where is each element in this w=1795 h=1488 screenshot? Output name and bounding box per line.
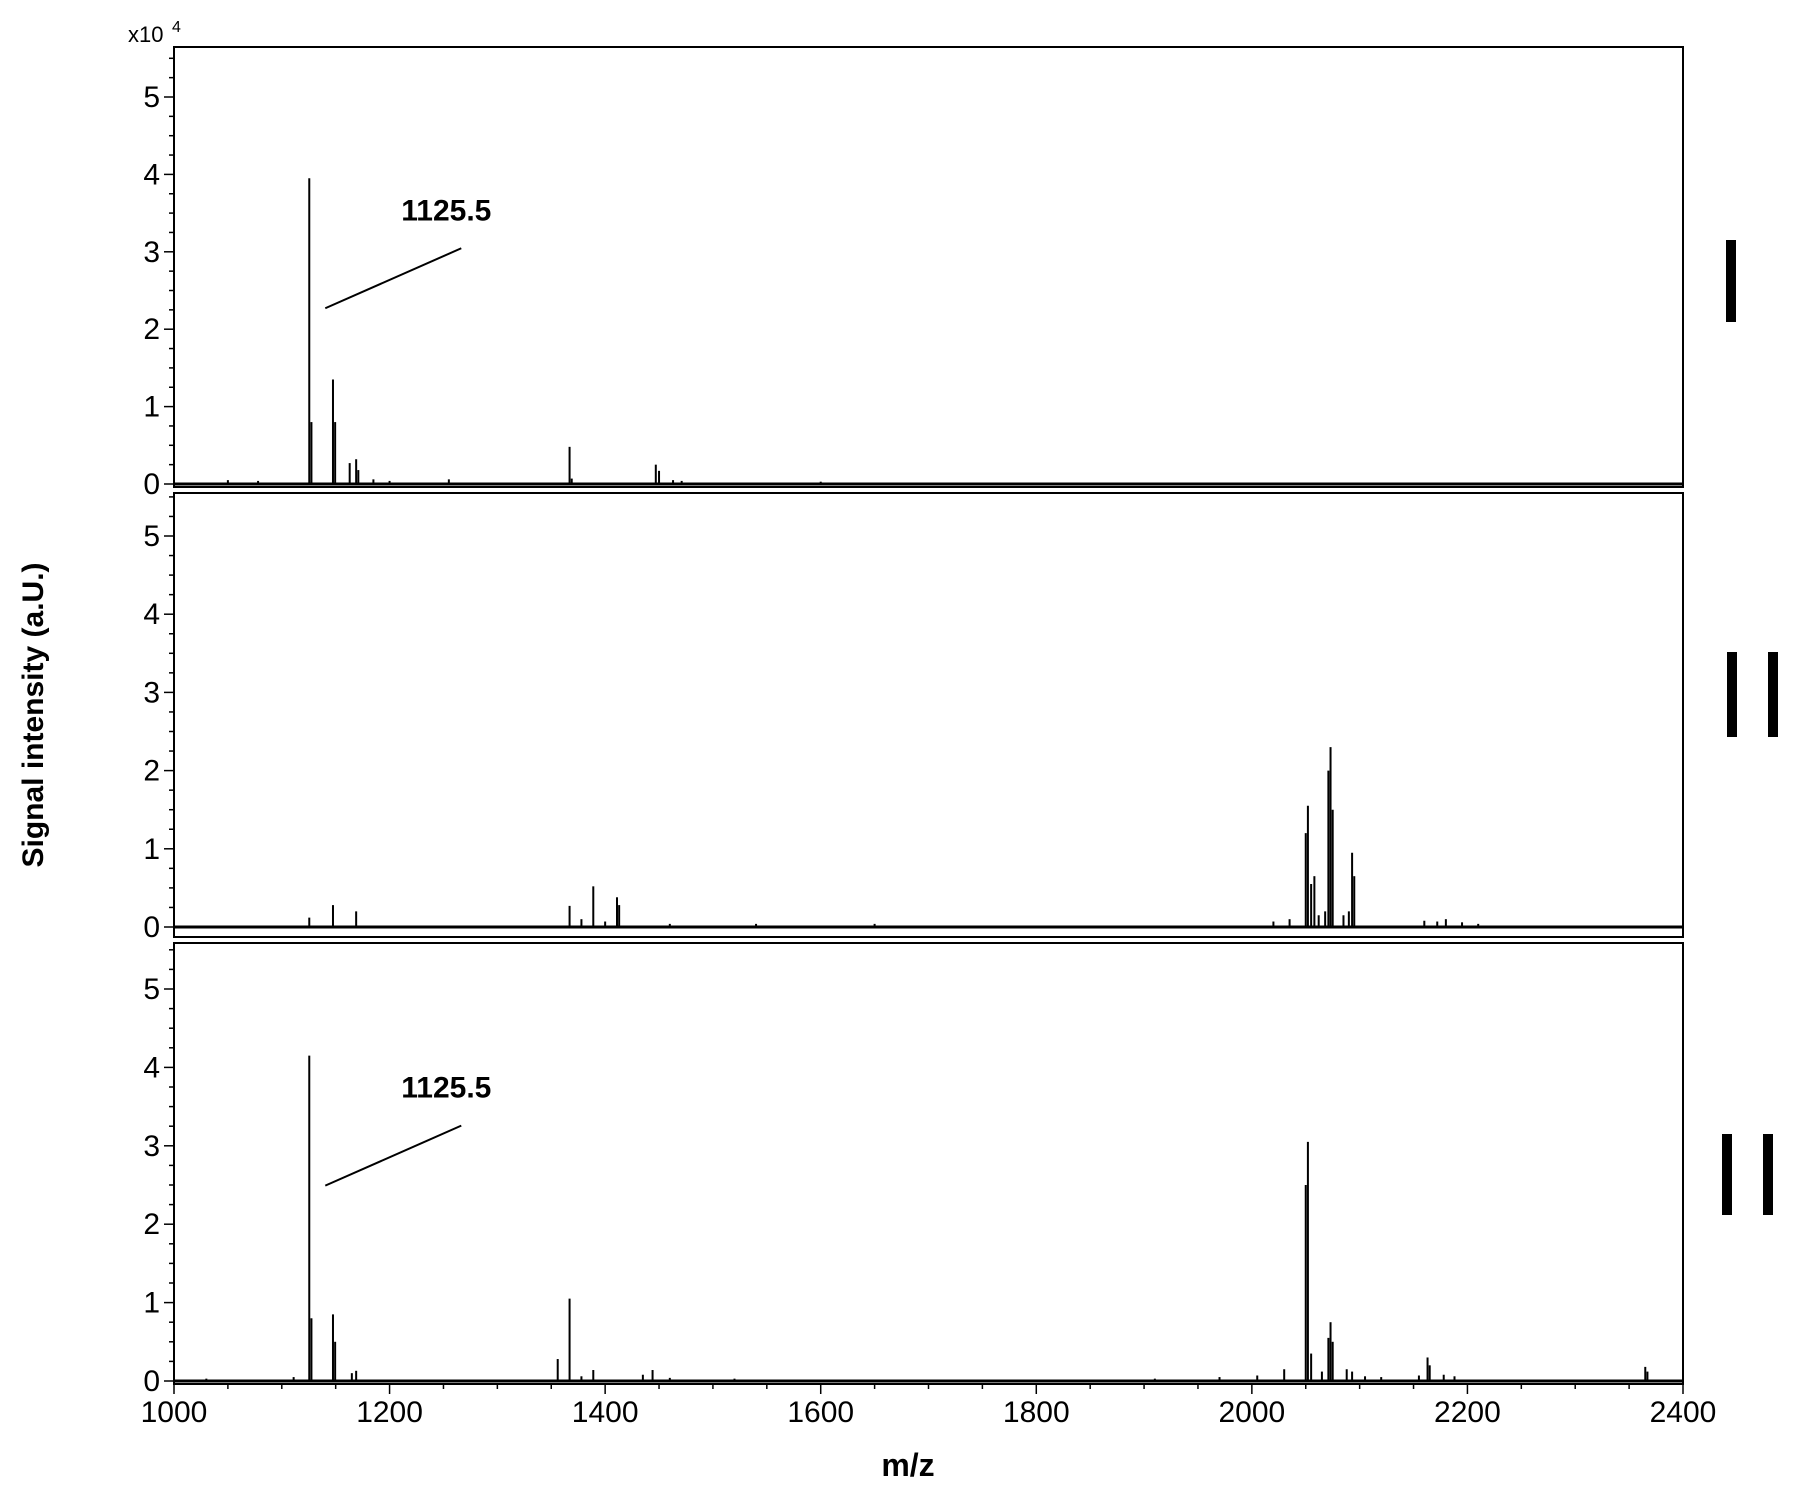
y-tick-label: 5 [143,520,160,553]
panel-marker-bar [1763,1134,1773,1215]
x-tick-label: 2200 [1434,1396,1501,1429]
panel-marker-bar [1726,240,1736,322]
y-axis-title: Signal intensity (a.U.) [17,562,50,867]
panel-frame [173,492,1684,938]
x-tick-label: 1800 [1003,1396,1070,1429]
x-tick-label: 2400 [1650,1396,1717,1429]
y-multiplier: x10 [128,22,163,47]
y-tick-label: 3 [143,676,160,709]
y-tick-label: 1 [143,391,160,424]
annotation-leader [324,247,462,310]
x-axis-title: m/z [881,1447,934,1483]
peak-annotation: 1125.5 [401,194,491,227]
x-tick-label: 2000 [1218,1396,1285,1429]
y-tick-label: 0 [143,1365,160,1398]
y-tick-label: 4 [143,158,160,191]
peak-annotation: 1125.5 [401,1072,491,1105]
y-tick-label: 4 [143,598,160,631]
spectrum-panel-i: 0 1 2 3 4 5 1125.5 [143,46,1736,501]
y-tick-label: 5 [143,81,160,114]
x-tick-label: 1400 [572,1396,639,1429]
panel-frame [173,942,1684,1385]
y-multiplier-exponent: 4 [172,19,181,36]
y-tick-label: 4 [143,1051,160,1084]
y-tick-label: 0 [143,911,160,944]
spectrum-panel-iii: 0 1 2 3 4 5 1125.5 [143,942,1773,1398]
panel-frame [173,46,1684,488]
panel-marker-bar [1727,652,1737,737]
spectrum-panel-ii: 0 1 2 3 4 5 [143,492,1778,944]
y-tick-label: 5 [143,973,160,1006]
y-tick-label: 1 [143,1287,160,1320]
x-tick-label: 1200 [356,1396,423,1429]
panel-marker-bar [1722,1134,1732,1215]
x-tick-label: 1600 [787,1396,854,1429]
panel-marker-bar [1768,652,1778,737]
y-tick-label: 2 [143,1208,160,1241]
x-tick-label: 1000 [141,1396,208,1429]
y-tick-label: 3 [143,1130,160,1163]
y-tick-label: 0 [143,468,160,501]
y-tick-label: 2 [143,313,160,346]
y-tick-label: 1 [143,833,160,866]
y-tick-label: 3 [143,236,160,269]
annotation-leader [324,1124,462,1187]
y-tick-label: 2 [143,755,160,788]
